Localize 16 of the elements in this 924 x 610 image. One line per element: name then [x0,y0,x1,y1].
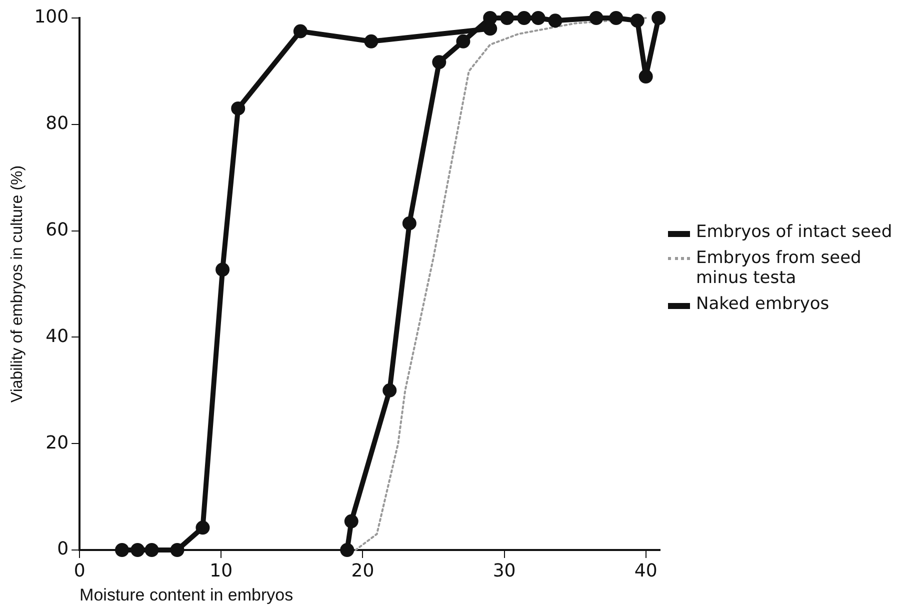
y-tick-label: 60 [46,219,69,240]
y-tick-label: 40 [46,326,69,347]
y-tick-label: 80 [46,113,69,134]
legend-label: Embryos from seed minus testa [696,248,862,288]
y-tick-label: 0 [57,538,69,560]
x-tick-label: 10 [210,560,233,582]
y-tick-label: 100 [34,6,69,28]
x-axis-title: Moisture content in embryos [80,585,294,604]
legend-label: Embryos of intact seed [696,222,892,242]
y-tick-label: 20 [46,432,69,454]
x-tick-label: 30 [492,560,516,582]
legend-label: Naked embryos [696,294,830,314]
x-tick-label: 0 [74,560,86,582]
x-tick-label: 20 [351,560,374,582]
x-tick-label: 40 [634,560,658,582]
y-axis-title: Viability of embryos in culture (%) [9,165,26,403]
